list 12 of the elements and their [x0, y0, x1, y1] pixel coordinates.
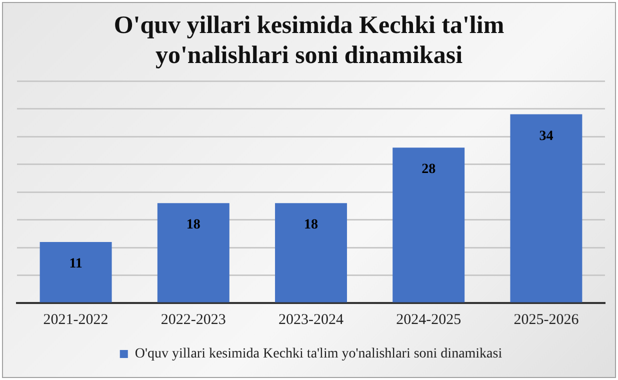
data-label: 28: [422, 162, 436, 178]
x-tick-label: 2021-2022: [43, 312, 108, 328]
legend-label: O'quv yillari kesimida Kechki ta'lim yo'nalishlari soni dinamikasi: [134, 346, 502, 362]
chart-title: O'quv yillari kesimida Kechki ta'lim yo'nalishlari soni dinamikasi: [112, 11, 506, 71]
data-label: 18: [304, 218, 318, 233]
x-tick-label: 2022-2023: [160, 312, 226, 328]
x-tick-label: 2023-2024: [278, 312, 344, 328]
data-label: 18: [186, 218, 200, 233]
x-tick-label: 2024-2025: [396, 312, 462, 328]
data-label: 34: [539, 128, 554, 144]
x-tick-label: 2025-2026: [514, 312, 580, 328]
data-label: 11: [69, 256, 82, 272]
